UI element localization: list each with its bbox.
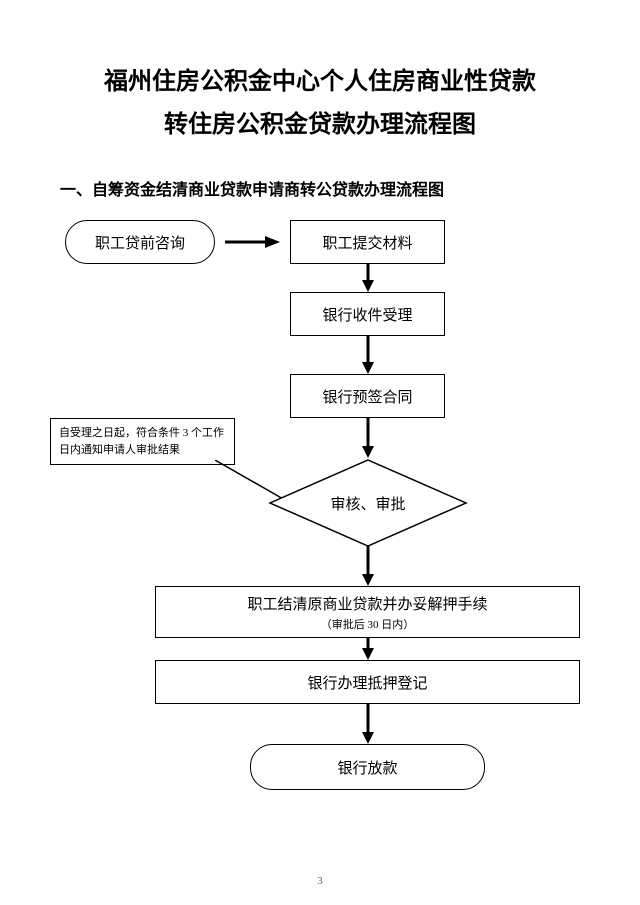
flowchart: 职工贷前咨询 职工提交材料 银行收件受理: [50, 220, 590, 820]
page-number: 3: [317, 875, 323, 887]
section-subtitle: 一、自筹资金结清商业贷款申请商转公贷款办理流程图: [60, 176, 590, 200]
node-settle: 职工结清原商业贷款并办妥解押手续 （审批后 30 日内）: [155, 586, 580, 638]
node-mortgage: 银行办理抵押登记: [155, 660, 580, 704]
arrow-presign-review: [358, 418, 378, 458]
arrow-submit-receive: [358, 264, 378, 292]
main-title: 福州住房公积金中心个人住房商业性贷款 转住房公积金贷款办理流程图: [50, 60, 590, 146]
node-receive-label: 银行收件受理: [322, 304, 412, 325]
node-submit: 职工提交材料: [290, 220, 445, 264]
arrow-mortgage-release: [358, 704, 378, 744]
title-line-2: 转住房公积金贷款办理流程图: [50, 103, 590, 146]
node-review: 审核、审批: [268, 458, 468, 548]
node-presign-label: 银行预签合同: [322, 386, 412, 407]
node-settle-sub: （审批后 30 日内）: [321, 616, 415, 632]
node-settle-label: 职工结清原商业贷款并办妥解押手续: [247, 593, 487, 614]
arrow-receive-presign: [358, 336, 378, 374]
node-release-label: 银行放款: [337, 757, 397, 778]
node-consult: 职工贷前咨询: [65, 220, 215, 264]
arrow-settle-mortgage: [358, 638, 378, 660]
note-review: 自受理之日起，符合条件 3 个工作 日内通知申请人审批结果: [50, 418, 235, 465]
node-release: 银行放款: [250, 744, 485, 790]
node-review-label: 审核、审批: [268, 458, 468, 548]
node-mortgage-label: 银行办理抵押登记: [307, 672, 427, 693]
arrow-consult-submit: [225, 232, 280, 252]
node-receive: 银行收件受理: [290, 292, 445, 336]
node-submit-label: 职工提交材料: [322, 232, 412, 253]
node-presign: 银行预签合同: [290, 374, 445, 418]
title-line-1: 福州住房公积金中心个人住房商业性贷款: [50, 60, 590, 103]
arrow-review-settle: [358, 546, 378, 586]
note-line-1: 自受理之日起，符合条件 3 个工作: [59, 425, 226, 442]
node-consult-label: 职工贷前咨询: [95, 232, 185, 253]
note-line-2: 日内通知申请人审批结果: [59, 442, 226, 459]
